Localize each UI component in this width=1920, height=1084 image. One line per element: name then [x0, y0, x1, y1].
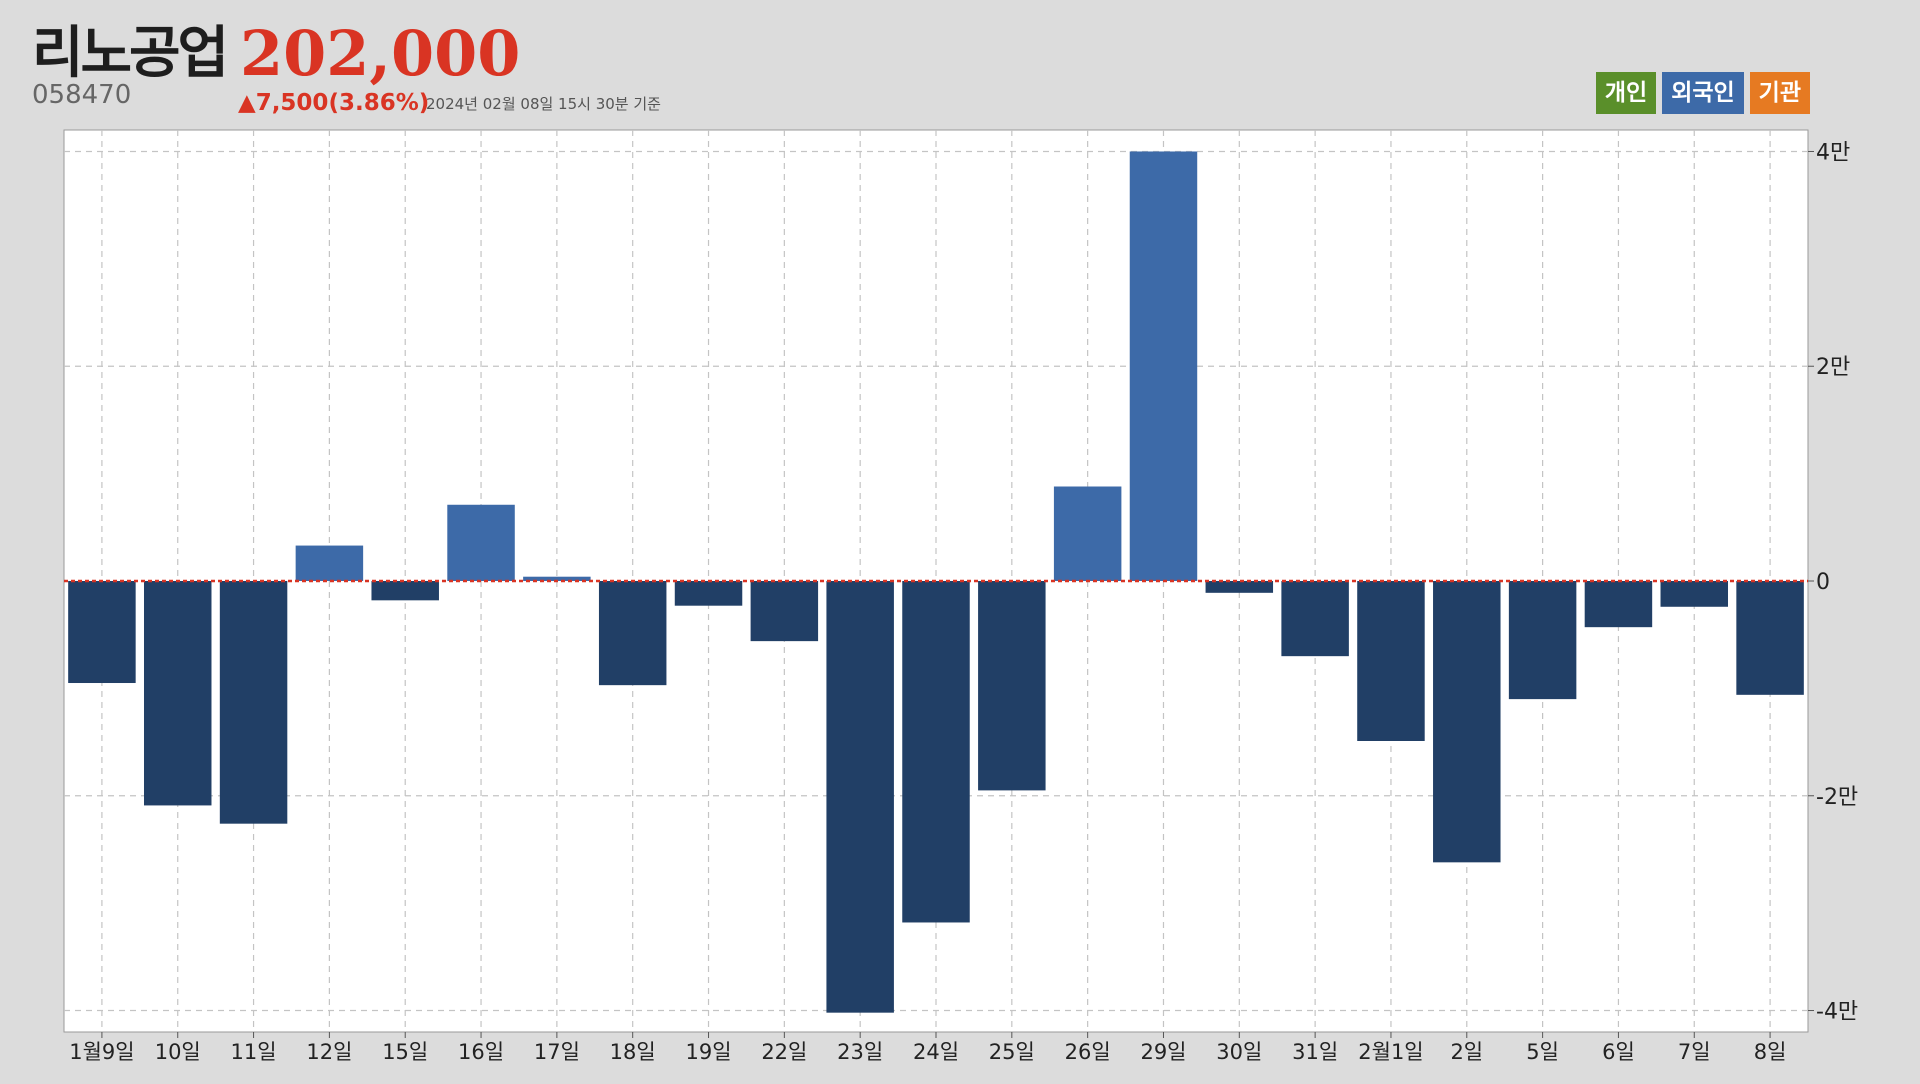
y-tick-label: -4만 [1816, 1000, 1858, 1025]
bar-12일 [295, 545, 364, 581]
bar-10일 [143, 581, 212, 806]
stock-code: 058470 [32, 80, 132, 110]
stock-name: 리노공업 [32, 21, 229, 86]
y-tick-label: 2만 [1816, 355, 1850, 380]
bar-8일 [1736, 581, 1804, 695]
x-tick-label: 6일 [1602, 1040, 1635, 1064]
x-tick-label: 15일 [382, 1040, 428, 1064]
bar-22일 [750, 581, 819, 642]
bar-31일 [1281, 581, 1349, 657]
x-tick-label: 23일 [837, 1040, 883, 1064]
bar-18일 [598, 581, 667, 686]
bar-16일 [447, 504, 515, 581]
x-tick-label: 17일 [534, 1040, 580, 1064]
y-tick-label: 0 [1816, 570, 1830, 595]
bar-29일 [1129, 151, 1198, 581]
legend: 개인 외국인 기관 [1595, 72, 1810, 114]
x-tick-label: 30일 [1216, 1040, 1262, 1064]
legend-item-institution[interactable]: 기관 [1749, 72, 1810, 114]
x-tick-label: 8일 [1754, 1040, 1787, 1064]
y-tick-label: -2만 [1816, 785, 1858, 810]
x-tick-label: 22일 [761, 1040, 807, 1064]
x-tick-label: 25일 [989, 1040, 1035, 1064]
price-change: ▲7,500(3.86%) [238, 90, 430, 116]
x-tick-label: 24일 [913, 1040, 959, 1064]
bar-6일 [1584, 581, 1653, 628]
stock-price: 202,000 [240, 17, 521, 90]
x-tick-label: 31일 [1292, 1040, 1338, 1064]
bar-5일 [1508, 581, 1577, 700]
bar-19일 [674, 581, 743, 606]
bar-26일 [1053, 486, 1122, 581]
bar-1월9일 [68, 581, 136, 684]
bar-2월1일 [1357, 581, 1425, 741]
x-tick-label: 26일 [1065, 1040, 1111, 1064]
x-tick-label: 16일 [458, 1040, 504, 1064]
x-tick-label: 18일 [610, 1040, 656, 1064]
x-tick-label: 5일 [1526, 1040, 1559, 1064]
timestamp: 2024년 02월 08일 15시 30분 기준 [426, 95, 661, 113]
legend-item-foreign[interactable]: 외국인 [1662, 72, 1744, 114]
x-tick-label: 7일 [1678, 1040, 1711, 1064]
bar-2일 [1433, 581, 1501, 863]
x-tick-label: 1월9일 [69, 1040, 134, 1064]
legend-item-individual[interactable]: 개인 [1595, 72, 1657, 114]
bar-23일 [826, 581, 894, 1013]
x-tick-label: 19일 [685, 1040, 731, 1064]
bar-7일 [1660, 581, 1729, 607]
bar-17일 [523, 576, 591, 581]
bar-25일 [978, 581, 1046, 791]
y-tick-label: 4만 [1816, 140, 1850, 165]
bar-15일 [371, 581, 439, 601]
x-tick-label: 11일 [231, 1040, 277, 1064]
x-tick-label: 2월1일 [1358, 1040, 1423, 1064]
x-tick-label: 29일 [1140, 1040, 1186, 1064]
bar-11일 [219, 581, 288, 824]
bar-24일 [902, 581, 970, 923]
bar-30일 [1205, 581, 1274, 593]
x-tick-label: 10일 [155, 1040, 201, 1064]
x-tick-label: 2일 [1450, 1040, 1483, 1064]
x-tick-label: 12일 [306, 1040, 352, 1064]
